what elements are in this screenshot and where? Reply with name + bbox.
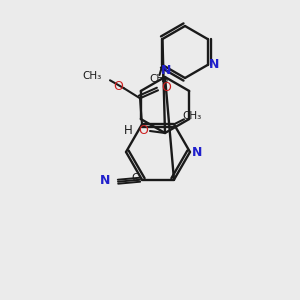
Text: O: O (113, 80, 123, 93)
Text: N: N (161, 64, 171, 76)
Text: O: O (138, 124, 148, 136)
Text: N: N (209, 58, 220, 71)
Text: CH₃: CH₃ (150, 74, 169, 84)
Text: H: H (124, 124, 133, 136)
Text: O: O (161, 81, 171, 94)
Text: CH₃: CH₃ (182, 111, 202, 121)
Text: N: N (100, 174, 110, 187)
Text: C: C (131, 173, 139, 183)
Text: CH₃: CH₃ (83, 71, 102, 81)
Text: N: N (192, 146, 202, 158)
